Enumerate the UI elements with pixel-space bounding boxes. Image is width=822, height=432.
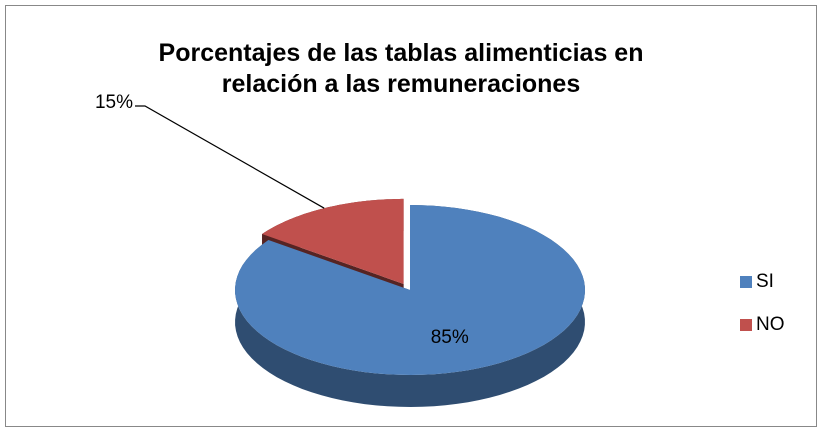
leader-line [135, 105, 325, 209]
data-label: 85% [431, 327, 469, 348]
legend-swatch [740, 319, 752, 331]
legend-label: NO [756, 314, 785, 335]
chart-title: Porcentajes de las tablas alimenticias e… [158, 39, 644, 98]
data-label: 15% [95, 92, 133, 113]
slice [262, 198, 404, 284]
slice [235, 205, 585, 375]
legend-swatch [740, 276, 752, 288]
legend-label: SI [756, 271, 774, 292]
